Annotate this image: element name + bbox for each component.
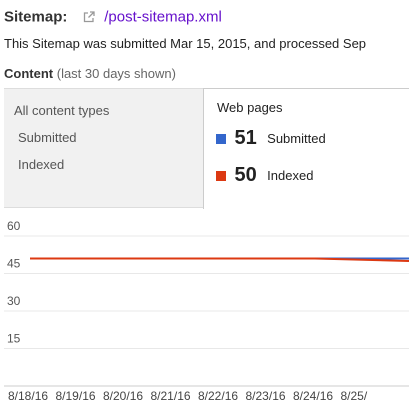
filter-list: All content types Submitted Indexed [14, 97, 109, 178]
x-tick-label: 8/25/ [341, 389, 368, 403]
sitemap-title-row: Sitemap: /post-sitemap.xml [4, 8, 222, 30]
y-tick-label: 30 [7, 294, 21, 308]
y-tick-label: 15 [7, 332, 21, 346]
series-line-indexed [30, 257, 409, 262]
tab-web-pages[interactable]: Web pages 51 Submitted 50 Indexed [203, 88, 409, 209]
indexed-count: 50 [234, 164, 257, 186]
filter-all-content-types[interactable]: All content types [14, 103, 110, 118]
filter-submitted[interactable]: Submitted [18, 130, 77, 145]
sitemap-link[interactable]: /post-sitemap.xml [104, 8, 222, 26]
pages-chart: 60 45 30 15 8/18/16 8/19/16 8/20/16 8/21/16 8/22… [4, 219, 409, 403]
x-tick-label: 8/24/16 [293, 389, 333, 403]
y-tick-label: 45 [7, 257, 21, 271]
metric-submitted: 51 Submitted [216, 127, 326, 153]
content-hint: (last 30 days shown) [56, 66, 176, 81]
submitted-count: 51 [234, 127, 257, 149]
content-heading: Content (last 30 days shown) [4, 66, 176, 81]
submitted-info: This Sitemap was submitted Mar 15, 2015,… [4, 36, 367, 51]
x-tick-label: 8/20/16 [103, 389, 143, 403]
x-tick-label: 8/21/16 [151, 389, 191, 403]
submitted-label: Submitted [267, 131, 326, 146]
x-tick-label: 8/23/16 [246, 389, 286, 403]
y-tick-label: 60 [7, 219, 21, 233]
indexed-swatch [216, 170, 226, 181]
submitted-swatch [216, 133, 226, 144]
x-tick-label: 8/22/16 [198, 389, 238, 403]
sitemap-label: Sitemap: [4, 8, 68, 26]
x-tick-label: 8/18/16 [8, 389, 48, 403]
indexed-label: Indexed [267, 168, 314, 183]
x-tick-label: 8/19/16 [56, 389, 96, 403]
metric-indexed: 50 Indexed [216, 164, 313, 190]
filter-indexed[interactable]: Indexed [18, 157, 65, 172]
external-link-icon[interactable] [82, 10, 96, 24]
content-label: Content [4, 66, 54, 81]
tab-title: Web pages [217, 100, 283, 115]
